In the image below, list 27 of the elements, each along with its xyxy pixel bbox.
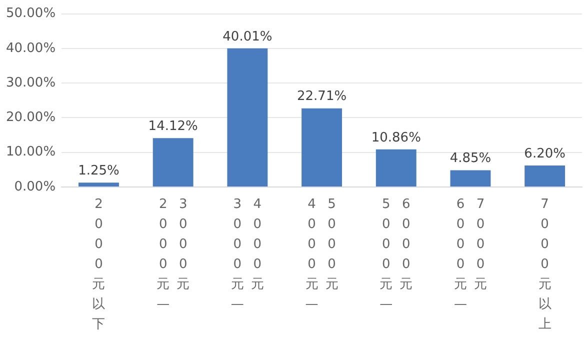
bar bbox=[78, 182, 119, 186]
data-label: 4.85% bbox=[450, 151, 492, 166]
data-label: 6.20% bbox=[524, 146, 566, 162]
x-tick-label: 2000元以下 bbox=[92, 196, 106, 334]
category-label: 3000元—4000元 bbox=[230, 197, 264, 312]
y-tick-label: 50.00% bbox=[6, 6, 56, 22]
y-tick-label: 20.00% bbox=[6, 110, 56, 126]
category-label: 5000元—6000元 bbox=[380, 197, 413, 312]
y-tick-label: 10.00% bbox=[6, 144, 56, 160]
bar bbox=[227, 48, 268, 186]
bar bbox=[152, 138, 194, 186]
y-tick-label: 30.00% bbox=[6, 75, 56, 90]
category-label: 6000元—7000元 bbox=[454, 197, 487, 312]
y-tick-label: 0.00% bbox=[14, 179, 56, 194]
x-tick-label: 7000元以上 bbox=[538, 196, 552, 334]
category-label: 4000元—5000元 bbox=[305, 197, 338, 312]
data-label: 1.25% bbox=[78, 164, 120, 179]
y-tick-label: 40.00% bbox=[6, 40, 56, 56]
bar bbox=[376, 149, 416, 186]
data-label: 40.01% bbox=[222, 29, 272, 44]
bar bbox=[450, 170, 491, 186]
bar bbox=[524, 166, 566, 186]
data-label: 10.86% bbox=[371, 130, 421, 146]
data-label: 22.71% bbox=[296, 89, 347, 104]
category-label: 2000元—3000元 bbox=[156, 197, 190, 312]
data-label: 14.12% bbox=[148, 118, 198, 134]
bar bbox=[302, 108, 342, 186]
